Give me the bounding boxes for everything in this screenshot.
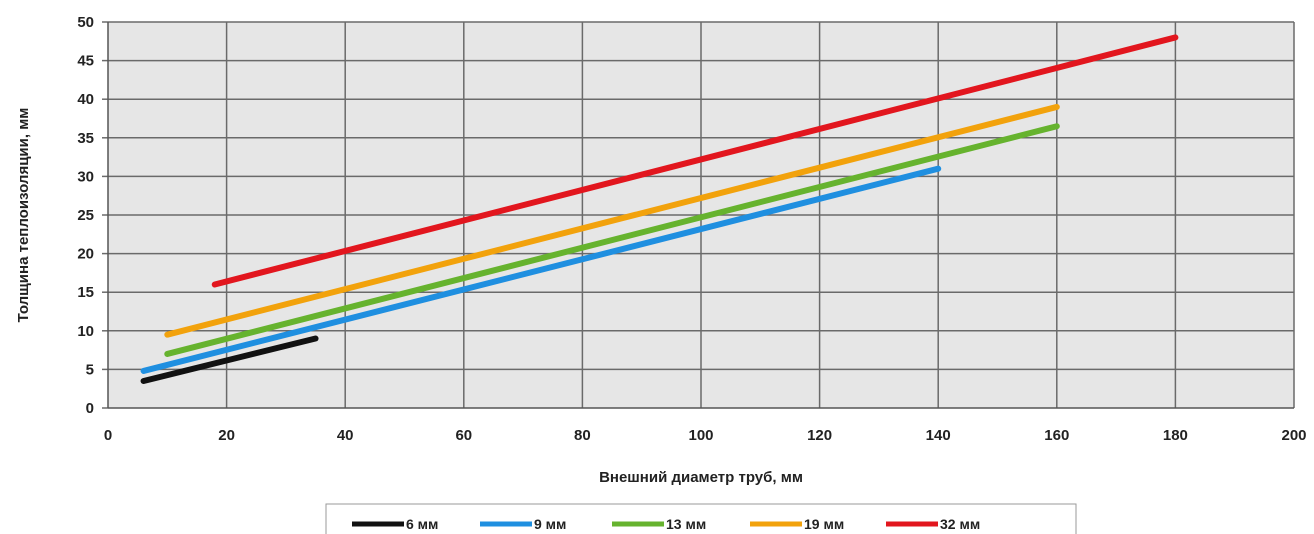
series-line <box>211 34 1179 288</box>
x-tick-labels: 0 20 40 60 80 100 120 140 160 180 200 <box>104 427 1307 444</box>
y-tick-label: 35 <box>77 130 94 147</box>
y-tick-label: 10 <box>77 323 94 340</box>
y-tick-label: 45 <box>77 53 94 70</box>
x-tick-label: 40 <box>337 427 354 444</box>
y-tick-label: 25 <box>77 207 94 224</box>
legend-box <box>325 503 1077 534</box>
x-axis-label: Внешний диаметр труб, мм <box>599 469 803 486</box>
x-tick-label: 60 <box>455 427 472 444</box>
x-tick-label: 100 <box>688 427 713 444</box>
legend-label: 32 мм <box>940 516 980 532</box>
x-tick-label: 120 <box>807 427 832 444</box>
y-tick-label: 50 <box>77 14 94 31</box>
y-axis-label: Толщина теплоизоляции, мм <box>15 108 32 323</box>
y-tick-label: 0 <box>86 400 94 417</box>
series-line <box>140 335 319 384</box>
x-tick-label: 160 <box>1044 427 1069 444</box>
x-tick-label: 180 <box>1163 427 1188 444</box>
y-tick-label: 5 <box>86 361 94 378</box>
x-tick-label: 80 <box>574 427 591 444</box>
legend: 6 мм 9 мм 13 мм 19 мм 32 мм <box>325 503 1077 534</box>
y-tick-label: 30 <box>77 168 94 185</box>
series-line <box>164 103 1060 338</box>
axes <box>102 21 1294 409</box>
x-tick-label: 20 <box>218 427 235 444</box>
y-tick-label: 15 <box>77 284 94 301</box>
x-tick-label: 140 <box>926 427 951 444</box>
x-tick-label: 200 <box>1281 427 1306 444</box>
y-tick-label: 40 <box>77 91 94 108</box>
series-line <box>140 165 942 374</box>
legend-label: 19 мм <box>804 516 844 532</box>
legend-label: 9 мм <box>534 516 566 532</box>
y-tick-label: 20 <box>77 246 94 263</box>
legend-label: 6 мм <box>406 516 438 532</box>
x-tick-label: 0 <box>104 427 112 444</box>
y-tick-labels: 0 5 10 15 20 25 30 35 40 45 50 <box>77 14 94 417</box>
series-line <box>164 123 1060 357</box>
legend-label: 13 мм <box>666 516 706 532</box>
series-lines <box>140 34 1179 384</box>
